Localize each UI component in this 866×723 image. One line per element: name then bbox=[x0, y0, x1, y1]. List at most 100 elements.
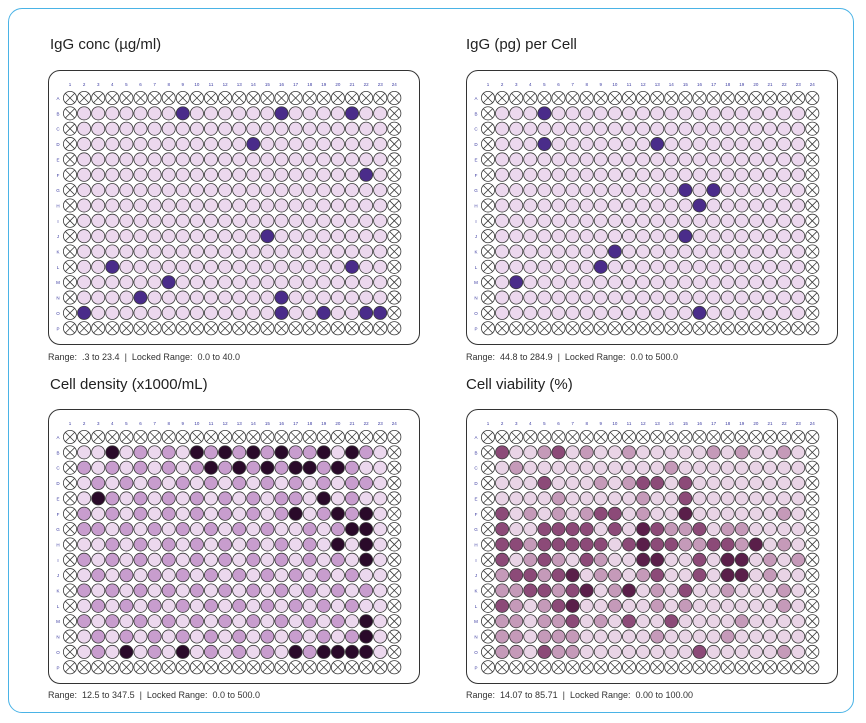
sample-well bbox=[232, 305, 247, 320]
empty-well bbox=[621, 90, 636, 105]
sample-well bbox=[77, 198, 92, 213]
empty-well bbox=[495, 321, 510, 336]
sample-well bbox=[316, 198, 331, 213]
sample-well bbox=[650, 460, 665, 475]
sample-well bbox=[133, 506, 148, 521]
sample-well bbox=[650, 137, 665, 152]
empty-well bbox=[480, 167, 495, 182]
column-label: 16 bbox=[697, 421, 703, 426]
empty-well bbox=[147, 429, 162, 444]
sample-well bbox=[706, 198, 721, 213]
sample-well bbox=[791, 583, 806, 598]
sample-well bbox=[636, 644, 651, 659]
sample-well bbox=[579, 106, 594, 121]
sample-well bbox=[260, 106, 275, 121]
sample-well bbox=[621, 476, 636, 491]
sample-well bbox=[509, 290, 524, 305]
sample-well bbox=[636, 460, 651, 475]
sample-well bbox=[706, 629, 721, 644]
locked-range-value: 0.0 to 500.0 bbox=[630, 352, 679, 362]
sample-well bbox=[551, 598, 566, 613]
empty-well bbox=[62, 506, 77, 521]
sample-well bbox=[105, 137, 120, 152]
empty-well bbox=[579, 660, 594, 675]
well-plate: 1 2 3 4 5 6 7 8 9 10 11 12 13 14 15 16 17 18 19 20 21 22 23 24 A… bbox=[466, 409, 838, 684]
empty-well bbox=[523, 660, 538, 675]
empty-well bbox=[480, 476, 495, 491]
empty-well bbox=[607, 429, 622, 444]
sample-well bbox=[105, 629, 120, 644]
empty-well bbox=[387, 552, 402, 567]
sample-well bbox=[565, 198, 580, 213]
sample-well bbox=[692, 476, 707, 491]
sample-well bbox=[373, 275, 388, 290]
column-label: 20 bbox=[335, 421, 341, 426]
empty-well bbox=[119, 660, 134, 675]
sample-well bbox=[551, 506, 566, 521]
empty-well bbox=[105, 321, 120, 336]
sample-well bbox=[579, 152, 594, 167]
sample-well bbox=[509, 614, 524, 629]
sample-well bbox=[232, 183, 247, 198]
sample-well bbox=[621, 644, 636, 659]
sample-well bbox=[105, 522, 120, 537]
empty-well bbox=[91, 321, 106, 336]
sample-well bbox=[551, 152, 566, 167]
sample-well bbox=[579, 229, 594, 244]
sample-well bbox=[260, 275, 275, 290]
sample-well bbox=[203, 259, 218, 274]
empty-well bbox=[62, 429, 77, 444]
range-summary: Range: 12.5 to 347.5 | Locked Range: 0.0 to … bbox=[48, 690, 260, 700]
empty-well bbox=[387, 506, 402, 521]
empty-well bbox=[62, 445, 77, 460]
sample-well bbox=[762, 568, 777, 583]
sample-well bbox=[189, 522, 204, 537]
sample-well bbox=[189, 152, 204, 167]
sample-well bbox=[260, 183, 275, 198]
sample-well bbox=[288, 183, 303, 198]
sample-well bbox=[147, 568, 162, 583]
sample-well bbox=[119, 583, 134, 598]
empty-well bbox=[62, 106, 77, 121]
sample-well bbox=[133, 491, 148, 506]
sample-well bbox=[748, 568, 763, 583]
sample-well bbox=[218, 137, 233, 152]
sample-well bbox=[302, 522, 317, 537]
sample-well bbox=[189, 183, 204, 198]
sample-well bbox=[537, 506, 552, 521]
sample-well bbox=[302, 121, 317, 136]
sample-well bbox=[203, 244, 218, 259]
empty-well bbox=[387, 275, 402, 290]
sample-well bbox=[91, 614, 106, 629]
sample-well bbox=[621, 598, 636, 613]
sample-well bbox=[330, 244, 345, 259]
sample-well bbox=[232, 552, 247, 567]
sample-well bbox=[762, 290, 777, 305]
sample-well bbox=[246, 183, 261, 198]
sample-well bbox=[720, 629, 735, 644]
sample-well bbox=[706, 445, 721, 460]
sample-well bbox=[274, 213, 289, 228]
sample-well bbox=[664, 167, 679, 182]
sample-well bbox=[288, 476, 303, 491]
sample-well bbox=[777, 460, 792, 475]
empty-well bbox=[387, 183, 402, 198]
empty-well bbox=[480, 244, 495, 259]
sample-well bbox=[203, 491, 218, 506]
sample-well bbox=[133, 568, 148, 583]
sample-well bbox=[565, 629, 580, 644]
sample-well bbox=[260, 506, 275, 521]
sample-well bbox=[495, 106, 510, 121]
sample-well bbox=[621, 213, 636, 228]
empty-well bbox=[373, 660, 388, 675]
locked-range-value: 0.0 to 40.0 bbox=[197, 352, 240, 362]
empty-well bbox=[650, 429, 665, 444]
sample-well bbox=[189, 106, 204, 121]
sample-well bbox=[551, 259, 566, 274]
empty-well bbox=[805, 568, 820, 583]
sample-well bbox=[288, 244, 303, 259]
sample-well bbox=[189, 583, 204, 598]
sample-well bbox=[621, 537, 636, 552]
range-label: Range: bbox=[48, 690, 78, 700]
column-label: 24 bbox=[392, 421, 398, 426]
